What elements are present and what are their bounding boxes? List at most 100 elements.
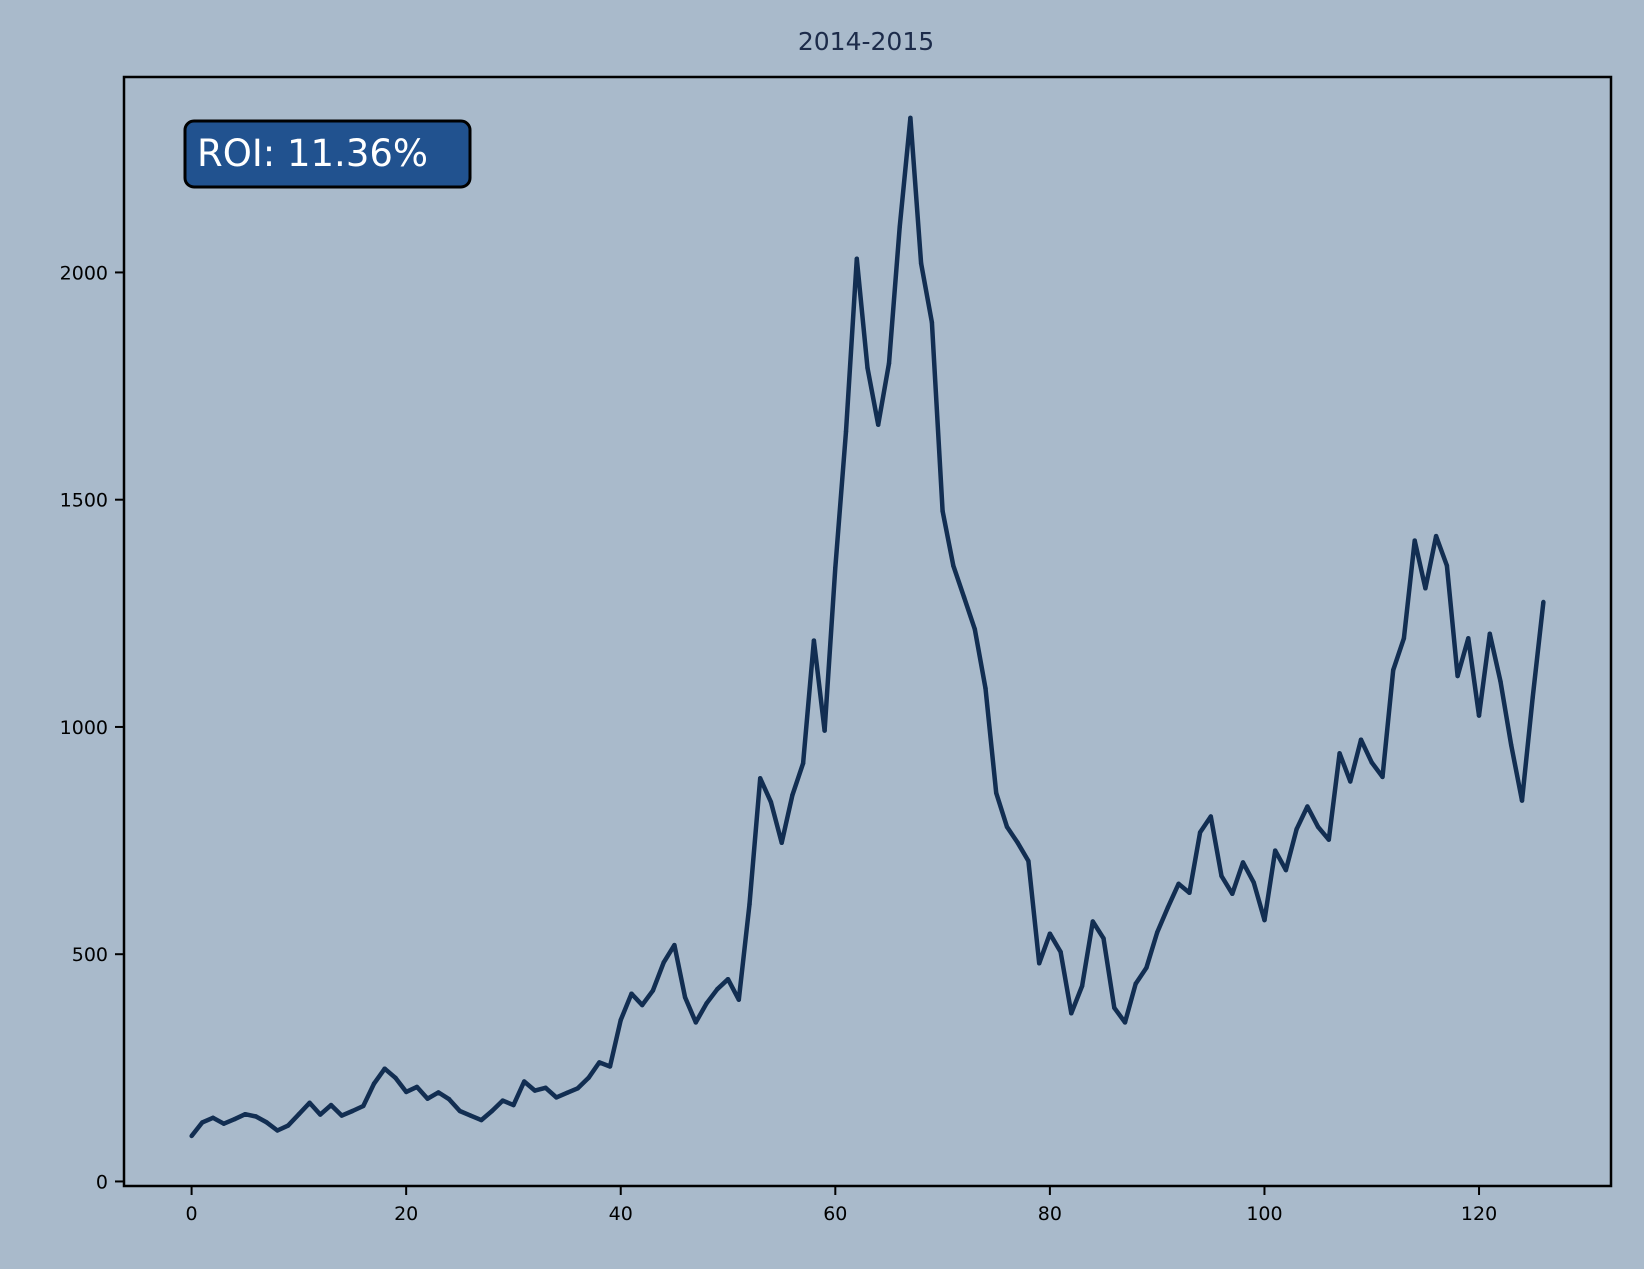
data-point [586, 1075, 591, 1081]
y-axis: 0 500 1000 1500 2000 [60, 262, 124, 1193]
data-point [1519, 798, 1525, 803]
x-tick-label: 60 [823, 1203, 847, 1225]
data-point [1294, 827, 1299, 832]
data-point [1079, 983, 1085, 989]
data-point [200, 1120, 205, 1125]
data-point [1101, 936, 1106, 941]
data-point [253, 1114, 259, 1119]
data-point [1466, 636, 1471, 641]
y-tick-label: 0 [96, 1171, 108, 1193]
data-point [296, 1112, 302, 1117]
data-point [500, 1098, 505, 1103]
data-point [650, 988, 656, 993]
data-point [972, 627, 977, 632]
data-point [564, 1090, 570, 1096]
data-point [1412, 538, 1417, 543]
data-point [1004, 824, 1010, 830]
data-point [1358, 737, 1364, 742]
data-point [640, 1002, 645, 1008]
x-tick-label: 120 [1461, 1203, 1497, 1225]
data-point [1305, 804, 1310, 809]
data-point [1530, 695, 1535, 700]
data-point [1026, 858, 1031, 864]
data-point [307, 1100, 312, 1106]
data-point [1112, 1005, 1117, 1010]
data-point [661, 960, 666, 965]
data-point [350, 1108, 355, 1114]
data-point [1187, 890, 1192, 895]
data-point [715, 987, 720, 992]
data-point [371, 1081, 377, 1086]
data-point [897, 224, 902, 230]
data-point [1219, 873, 1224, 879]
data-point [951, 563, 956, 568]
data-point [876, 422, 881, 427]
data-point [210, 1115, 216, 1121]
data-point [886, 361, 892, 366]
data-point [522, 1079, 527, 1084]
data-points [189, 115, 1546, 1139]
data-point [1037, 961, 1042, 966]
roi-annotation-box [183, 119, 472, 189]
data-point [843, 429, 849, 434]
data-point [1155, 930, 1160, 935]
data-point [328, 1102, 334, 1108]
data-point [1326, 837, 1332, 842]
data-point [994, 790, 999, 796]
data-point [704, 1001, 709, 1006]
x-tick-label: 0 [186, 1203, 198, 1225]
data-point [339, 1113, 344, 1118]
data-point [232, 1117, 237, 1122]
y-tick-label: 2000 [60, 262, 108, 284]
x-tick-label: 40 [609, 1203, 633, 1225]
data-point [1144, 965, 1149, 970]
data-point [800, 761, 806, 766]
y-tick-label: 1500 [60, 490, 108, 512]
data-point [393, 1075, 398, 1081]
data-point [543, 1085, 548, 1091]
data-point [1133, 981, 1138, 986]
data-point [264, 1120, 269, 1125]
data-point [1165, 905, 1171, 910]
x-tick-label: 100 [1246, 1203, 1282, 1225]
data-point [414, 1084, 420, 1090]
data-point [532, 1088, 538, 1093]
data-point [1176, 881, 1181, 886]
data-point [758, 776, 763, 781]
data-point [790, 792, 795, 798]
data-point [575, 1086, 580, 1091]
data-point [1090, 919, 1096, 924]
data-point [425, 1096, 430, 1101]
data-point [597, 1060, 602, 1065]
y-tick-label: 1000 [60, 717, 108, 739]
data-point [940, 508, 945, 514]
data-point [1444, 563, 1450, 568]
data-point [275, 1128, 280, 1133]
data-point [318, 1112, 323, 1117]
data-point [457, 1108, 462, 1114]
data-point [1423, 586, 1428, 591]
data-point [1541, 599, 1546, 605]
data-point [961, 595, 967, 600]
data-point [629, 991, 634, 996]
data-point [1015, 840, 1020, 845]
data-point [446, 1097, 452, 1102]
data-point [1348, 779, 1353, 784]
data-point [768, 799, 774, 805]
data-point [983, 686, 988, 691]
data-point [1509, 742, 1514, 748]
roi-annotation-text: ROI: 11.36% [197, 132, 428, 175]
data-point [1337, 751, 1342, 756]
x-axis: 0 20 40 60 80 100 120 [186, 1186, 1497, 1225]
data-point [1487, 631, 1493, 636]
data-point [1069, 1011, 1074, 1016]
data-point [1197, 830, 1203, 835]
data-point [822, 728, 827, 733]
data-point [918, 261, 924, 266]
data-point [489, 1108, 495, 1114]
data-point [554, 1095, 559, 1100]
data-point [1047, 931, 1053, 936]
data-point [361, 1103, 366, 1109]
data-point [1058, 949, 1063, 955]
